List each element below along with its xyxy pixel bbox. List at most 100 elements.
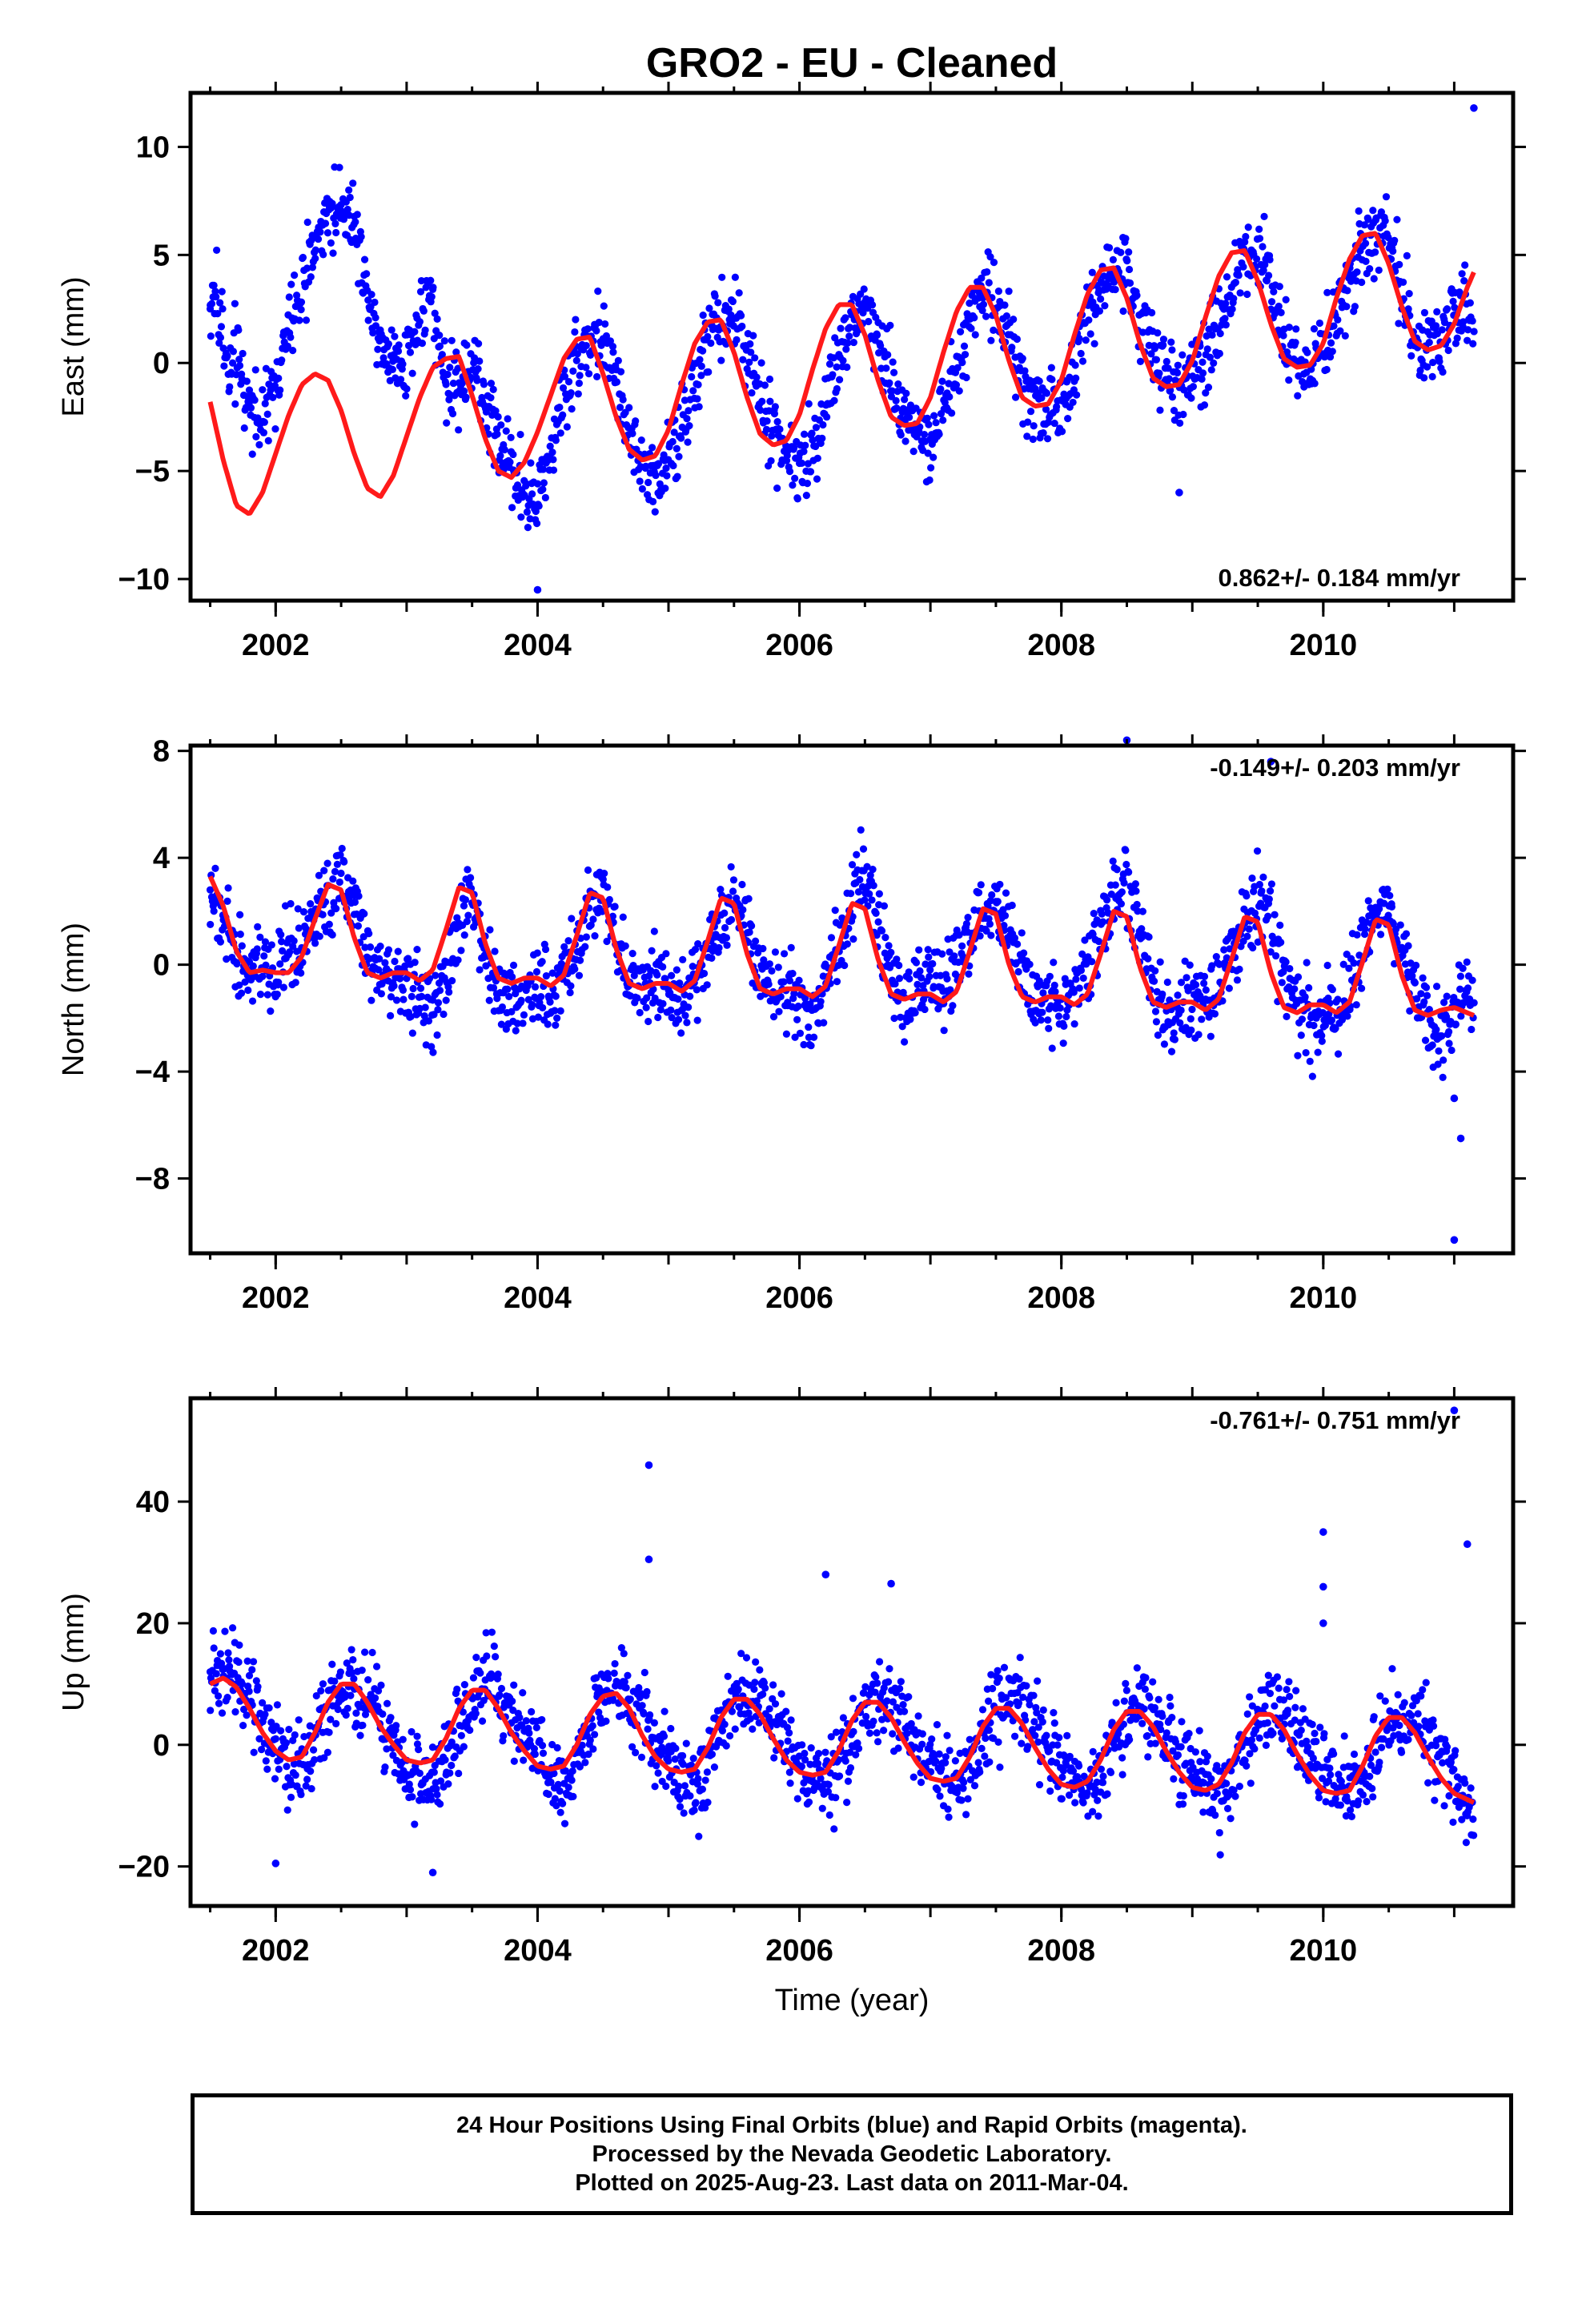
north-point bbox=[628, 950, 636, 958]
up-point bbox=[1144, 1753, 1152, 1761]
north-point bbox=[256, 991, 265, 999]
north-point bbox=[747, 922, 756, 930]
east-point bbox=[539, 465, 548, 473]
up-point bbox=[520, 1756, 528, 1764]
north-point bbox=[1459, 964, 1467, 972]
up-point bbox=[528, 1707, 536, 1716]
north-point bbox=[386, 1011, 395, 1019]
east-point bbox=[403, 385, 411, 393]
north-point bbox=[589, 915, 597, 923]
east-point bbox=[1111, 285, 1119, 294]
north-point bbox=[1294, 1051, 1302, 1059]
north-point bbox=[1386, 891, 1394, 899]
east-point bbox=[1058, 428, 1066, 436]
north-point bbox=[223, 897, 231, 905]
north-point bbox=[418, 992, 426, 1000]
east-point bbox=[1253, 255, 1261, 263]
east-point bbox=[335, 163, 343, 171]
east-point bbox=[948, 409, 956, 417]
north-point bbox=[286, 948, 294, 956]
east-point bbox=[321, 219, 330, 227]
up-point bbox=[1213, 1789, 1221, 1798]
north-point bbox=[727, 862, 735, 871]
east-point bbox=[1433, 308, 1441, 316]
east-point bbox=[776, 425, 784, 433]
north-point bbox=[424, 1017, 433, 1025]
east-point bbox=[496, 452, 504, 460]
north-point bbox=[454, 956, 462, 964]
up-point bbox=[276, 1727, 285, 1735]
up-point bbox=[756, 1666, 764, 1674]
north-point bbox=[1160, 1040, 1169, 1048]
up-point bbox=[984, 1697, 993, 1705]
up-point bbox=[1079, 1799, 1087, 1807]
east-point bbox=[1064, 415, 1072, 423]
east-point bbox=[1162, 357, 1170, 366]
east-point bbox=[532, 520, 541, 528]
north-point bbox=[1122, 860, 1130, 869]
north-point bbox=[1411, 979, 1419, 987]
up-point bbox=[359, 1721, 367, 1730]
north-point bbox=[434, 1006, 442, 1014]
east-point bbox=[1334, 316, 1342, 324]
up-point bbox=[381, 1763, 389, 1771]
up-point bbox=[356, 1731, 364, 1739]
east-point bbox=[877, 342, 885, 350]
north-point bbox=[1276, 921, 1284, 929]
north-point bbox=[387, 993, 396, 1001]
north-point bbox=[1122, 846, 1130, 854]
east-point bbox=[1285, 376, 1293, 384]
up-point bbox=[287, 1793, 295, 1801]
north-point bbox=[1404, 942, 1412, 950]
up-point bbox=[248, 1666, 256, 1674]
up-point bbox=[932, 1757, 940, 1765]
up-point bbox=[966, 1735, 974, 1743]
up-point bbox=[835, 1772, 844, 1780]
north-point bbox=[1120, 879, 1128, 887]
up-point bbox=[1158, 1712, 1166, 1720]
north-point bbox=[793, 1015, 801, 1023]
up-point bbox=[349, 1655, 357, 1664]
east-point bbox=[1470, 328, 1478, 336]
north-point bbox=[1002, 889, 1010, 897]
east-points bbox=[206, 104, 1478, 594]
up-point bbox=[210, 1644, 218, 1652]
east-point bbox=[1187, 394, 1195, 402]
up-point bbox=[303, 1775, 311, 1783]
east-point bbox=[1071, 361, 1079, 369]
north-point bbox=[875, 890, 883, 898]
east-point bbox=[213, 246, 221, 255]
north-point bbox=[520, 1011, 528, 1019]
east-point bbox=[714, 299, 722, 307]
up-point bbox=[785, 1729, 793, 1737]
up-point bbox=[825, 1780, 833, 1789]
east-point bbox=[207, 332, 215, 340]
east-point bbox=[1050, 419, 1058, 428]
north-point bbox=[584, 866, 592, 875]
east-point bbox=[476, 357, 484, 365]
north-point bbox=[299, 908, 308, 916]
east-point bbox=[463, 341, 471, 349]
up-point bbox=[1120, 1697, 1128, 1705]
east-point bbox=[494, 412, 502, 421]
east-point bbox=[255, 440, 263, 448]
up-point bbox=[854, 1744, 863, 1753]
up-point bbox=[632, 1748, 640, 1757]
north-point bbox=[924, 946, 932, 954]
east-point bbox=[1460, 277, 1468, 285]
east-point bbox=[223, 352, 231, 360]
up-point bbox=[994, 1738, 1002, 1746]
up-point bbox=[1016, 1654, 1024, 1662]
east-point bbox=[1168, 393, 1177, 401]
up-point bbox=[681, 1782, 689, 1790]
up-point bbox=[1223, 1779, 1231, 1787]
east-point bbox=[1428, 372, 1436, 380]
east-point bbox=[717, 356, 725, 364]
north-point bbox=[533, 949, 541, 957]
east-point bbox=[753, 373, 761, 381]
east-point bbox=[572, 316, 580, 324]
north-point bbox=[390, 982, 398, 990]
east-point bbox=[582, 364, 590, 372]
up-point bbox=[428, 1795, 436, 1803]
